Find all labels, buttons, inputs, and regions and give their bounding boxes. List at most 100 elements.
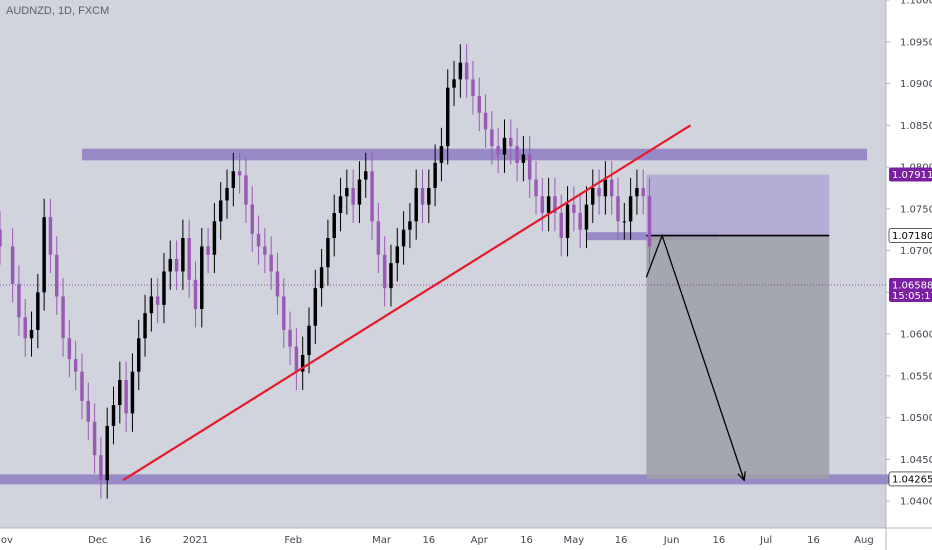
y-tick-label: 1.09500 (900, 37, 932, 48)
candle-body (464, 62, 469, 80)
candle-body (36, 292, 40, 330)
y-tick-label: 1.05000 (900, 413, 932, 424)
candle-body (256, 233, 261, 247)
candle-body (326, 238, 330, 268)
candle-body (616, 196, 620, 222)
candle-body (502, 137, 507, 155)
price-tag-label: 1.06588 (892, 280, 932, 291)
candle-body (155, 296, 160, 305)
price-tag (889, 277, 932, 302)
candle-body (559, 212, 563, 239)
y-tick-label: 1.04500 (900, 455, 932, 466)
candle-body (471, 79, 475, 97)
candle-body (143, 313, 147, 339)
y-tick-label: 1.05500 (900, 371, 932, 382)
candle-body (408, 221, 412, 230)
x-tick-label: May (564, 535, 585, 546)
candle-body (647, 196, 652, 247)
candle-body (269, 254, 273, 272)
projection-path (645, 233, 745, 481)
candle-body (534, 179, 538, 197)
x-tick-label: Jun (663, 535, 680, 546)
candle-body (99, 455, 103, 481)
x-tick-label: Aug (854, 535, 874, 546)
candle-body (565, 204, 570, 239)
x-tick-label: Feb (284, 535, 302, 546)
x-tick-label: 16 (422, 535, 435, 546)
candle-body (401, 229, 406, 247)
symbol-label: AUDNZD, 1D, FXCM (6, 5, 110, 17)
y-tick-label: 1.06000 (900, 330, 932, 341)
candle-body (67, 338, 72, 360)
candle-body (515, 146, 519, 163)
candle-body (370, 171, 374, 222)
y-tick-label: 1.10000 (900, 0, 932, 7)
x-tick-label: Mar (372, 535, 392, 546)
candle-body (578, 212, 582, 230)
candle-body (622, 221, 627, 223)
candle-body (212, 221, 217, 255)
y-tick-label: 1.09000 (900, 79, 932, 90)
candle-body (540, 196, 545, 213)
candle-body (584, 204, 589, 230)
candle-body (445, 87, 450, 147)
candle-body (300, 354, 305, 372)
projection-arrowhead (737, 471, 746, 482)
candle-body (80, 371, 84, 401)
candle-body (86, 400, 91, 422)
candle-body (111, 405, 116, 426)
candle-body (0, 229, 2, 247)
zone-resistance (81, 148, 868, 161)
price-tag (889, 167, 932, 182)
candle-body (275, 271, 280, 297)
candle-body (48, 217, 53, 255)
candle-body (477, 96, 481, 113)
candle-body (294, 346, 299, 372)
price-tag-countdown: 15:05:17 (892, 291, 932, 302)
x-tick-label: Apr (471, 535, 489, 546)
x-tick-label: 16 (139, 535, 152, 546)
candle-body (288, 329, 292, 347)
candle-body (628, 196, 633, 222)
candle-body (29, 329, 34, 339)
candle-body (433, 162, 437, 188)
candle-body (200, 246, 204, 310)
candle-body (237, 171, 242, 176)
trendline (122, 124, 692, 482)
candle-body (307, 325, 311, 355)
candle-body (231, 171, 236, 188)
candle-body (609, 179, 614, 197)
candle-body (351, 187, 355, 205)
candle-body (149, 296, 154, 314)
candle-body (521, 154, 526, 163)
price-tag-label: 1.07180 (892, 231, 932, 242)
stop-zone (646, 174, 830, 236)
candle-body (483, 112, 488, 130)
x-tick-label: 16 (520, 535, 533, 546)
candle-body (332, 212, 336, 239)
candle-body (597, 187, 601, 197)
price-tag-label: 1.07911 (892, 170, 932, 181)
x-tick-label: 16 (615, 535, 628, 546)
candle-body (527, 154, 532, 180)
candle-body (61, 296, 65, 339)
candle-body (130, 371, 135, 414)
candle-body (92, 421, 97, 456)
candle-body (427, 187, 431, 205)
candle-body (364, 171, 368, 180)
candle-body (42, 217, 46, 293)
candle-body (546, 196, 551, 213)
candle-body (496, 146, 500, 155)
candle-body (376, 221, 381, 255)
y-tick-label: 1.07500 (900, 204, 932, 215)
price-tag (888, 471, 932, 487)
x-tick-label: Jul (759, 535, 772, 546)
candle-body (572, 204, 576, 213)
candle-body (382, 254, 387, 289)
candle-body (193, 279, 198, 310)
candle-body (263, 246, 267, 255)
price-tag (888, 228, 932, 243)
candle-body (124, 380, 128, 414)
x-tick-label: Dec (88, 535, 107, 546)
